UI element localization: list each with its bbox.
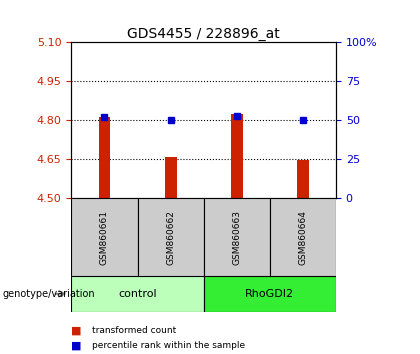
Bar <box>204 198 270 276</box>
Title: GDS4455 / 228896_at: GDS4455 / 228896_at <box>127 28 280 41</box>
Bar <box>99 117 110 198</box>
Bar <box>204 276 336 312</box>
Bar <box>297 160 309 198</box>
Bar <box>71 198 138 276</box>
Text: GSM860663: GSM860663 <box>232 210 241 265</box>
Bar <box>270 198 336 276</box>
Text: ■: ■ <box>71 340 82 350</box>
Text: genotype/variation: genotype/variation <box>2 289 95 299</box>
Text: GSM860664: GSM860664 <box>299 210 307 265</box>
Text: GSM860661: GSM860661 <box>100 210 109 265</box>
Bar <box>231 114 243 198</box>
Text: percentile rank within the sample: percentile rank within the sample <box>92 341 246 350</box>
Text: control: control <box>118 289 157 299</box>
Text: ■: ■ <box>71 326 82 336</box>
Text: GSM860662: GSM860662 <box>166 210 175 265</box>
Bar <box>165 157 176 198</box>
Bar <box>138 198 204 276</box>
Bar <box>71 276 204 312</box>
Text: RhoGDI2: RhoGDI2 <box>245 289 294 299</box>
Text: transformed count: transformed count <box>92 326 177 336</box>
